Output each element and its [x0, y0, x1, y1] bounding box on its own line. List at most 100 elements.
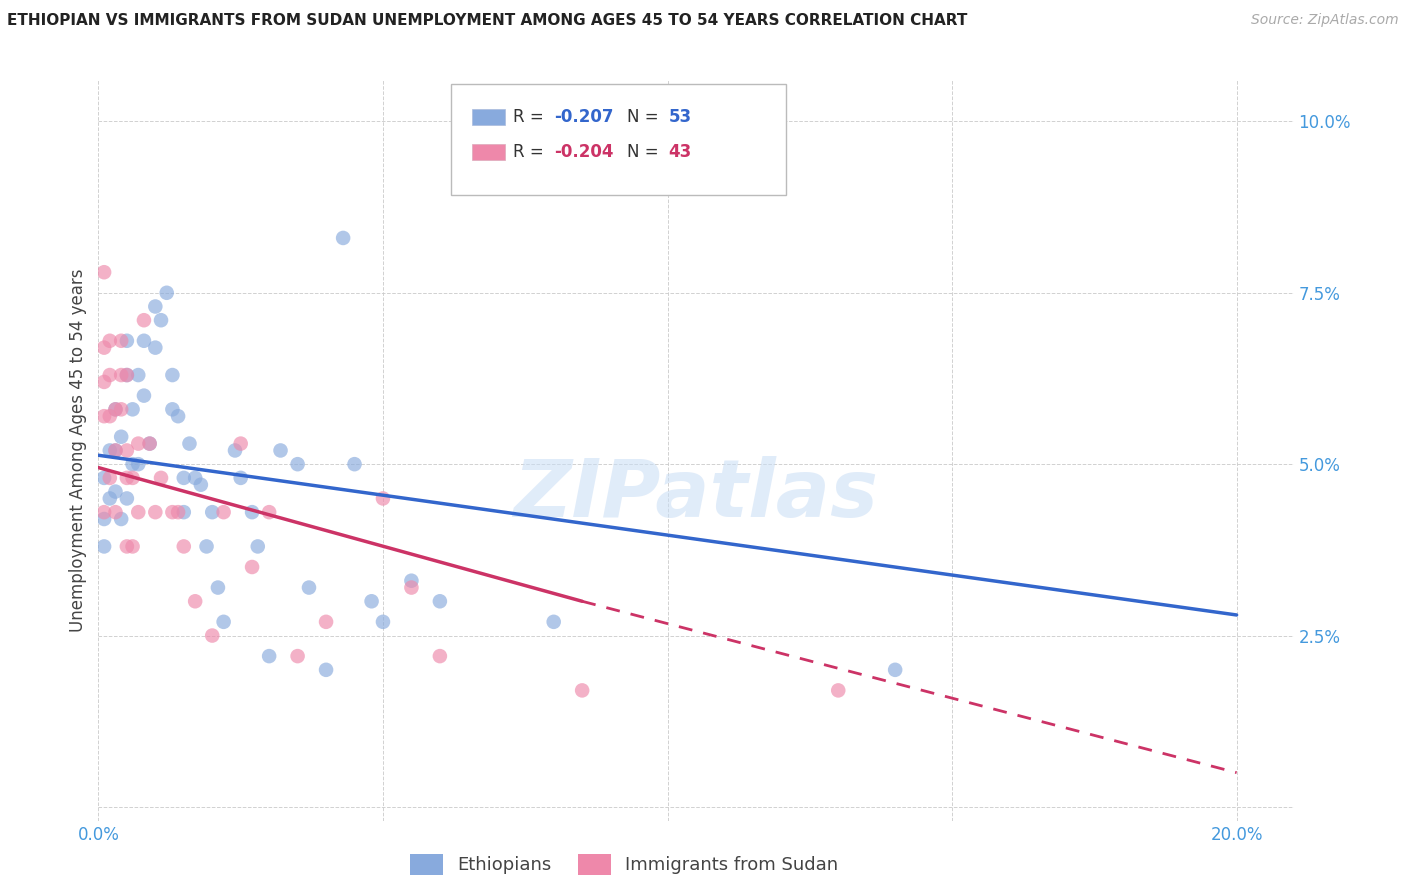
- Point: [121, 402, 143, 417]
- Point: [429, 649, 451, 664]
- Point: [138, 436, 160, 450]
- Point: [167, 505, 190, 519]
- Point: [257, 649, 280, 664]
- Text: 53: 53: [668, 108, 692, 127]
- Point: [270, 443, 292, 458]
- Point: [212, 615, 235, 629]
- Point: [156, 285, 179, 300]
- Point: [104, 402, 127, 417]
- Point: [343, 457, 366, 471]
- Point: [190, 477, 212, 491]
- Point: [93, 409, 115, 424]
- Point: [98, 334, 121, 348]
- Point: [93, 505, 115, 519]
- Point: [332, 231, 354, 245]
- Text: -0.207: -0.207: [554, 108, 613, 127]
- Point: [371, 615, 394, 629]
- Point: [315, 615, 337, 629]
- Point: [201, 505, 224, 519]
- Point: [207, 581, 229, 595]
- Point: [93, 512, 115, 526]
- Point: [143, 505, 166, 519]
- Point: [173, 540, 195, 554]
- Point: [315, 663, 337, 677]
- Point: [98, 409, 121, 424]
- Point: [93, 540, 115, 554]
- Text: -0.204: -0.204: [554, 143, 613, 161]
- Point: [287, 457, 309, 471]
- Point: [401, 581, 423, 595]
- Point: [115, 471, 138, 485]
- Point: [360, 594, 382, 608]
- Point: [162, 402, 184, 417]
- Text: N =: N =: [627, 143, 664, 161]
- Point: [127, 457, 149, 471]
- Point: [298, 581, 321, 595]
- FancyBboxPatch shape: [472, 144, 505, 161]
- Point: [93, 471, 115, 485]
- Point: [115, 334, 138, 348]
- Point: [150, 471, 173, 485]
- FancyBboxPatch shape: [451, 84, 786, 195]
- Legend: Ethiopians, Immigrants from Sudan: Ethiopians, Immigrants from Sudan: [404, 847, 845, 882]
- Point: [110, 402, 132, 417]
- Point: [150, 313, 173, 327]
- Point: [240, 560, 263, 574]
- Point: [543, 615, 565, 629]
- Point: [201, 628, 224, 642]
- Point: [257, 505, 280, 519]
- Point: [104, 402, 127, 417]
- Point: [110, 512, 132, 526]
- Text: R =: R =: [513, 143, 550, 161]
- Text: N =: N =: [627, 108, 664, 127]
- Point: [143, 300, 166, 314]
- Point: [287, 649, 309, 664]
- Text: R =: R =: [513, 108, 550, 127]
- Point: [173, 505, 195, 519]
- Point: [179, 436, 201, 450]
- Y-axis label: Unemployment Among Ages 45 to 54 years: Unemployment Among Ages 45 to 54 years: [69, 268, 87, 632]
- Point: [93, 341, 115, 355]
- Point: [104, 443, 127, 458]
- Point: [246, 540, 269, 554]
- Point: [121, 540, 143, 554]
- Point: [127, 436, 149, 450]
- Point: [115, 443, 138, 458]
- Point: [115, 368, 138, 382]
- Point: [115, 540, 138, 554]
- Text: Source: ZipAtlas.com: Source: ZipAtlas.com: [1251, 13, 1399, 28]
- Point: [93, 375, 115, 389]
- Point: [115, 368, 138, 382]
- FancyBboxPatch shape: [472, 109, 505, 126]
- Point: [240, 505, 263, 519]
- Point: [104, 505, 127, 519]
- Point: [127, 368, 149, 382]
- Point: [371, 491, 394, 506]
- Point: [167, 409, 190, 424]
- Point: [162, 368, 184, 382]
- Point: [827, 683, 849, 698]
- Point: [132, 313, 155, 327]
- Point: [110, 368, 132, 382]
- Point: [98, 368, 121, 382]
- Point: [401, 574, 423, 588]
- Point: [212, 505, 235, 519]
- Point: [571, 683, 593, 698]
- Point: [162, 505, 184, 519]
- Point: [173, 471, 195, 485]
- Point: [132, 389, 155, 403]
- Point: [127, 505, 149, 519]
- Point: [184, 471, 207, 485]
- Point: [143, 341, 166, 355]
- Point: [110, 430, 132, 444]
- Point: [93, 265, 115, 279]
- Point: [110, 334, 132, 348]
- Text: ZIPatlas: ZIPatlas: [513, 456, 879, 534]
- Point: [229, 436, 252, 450]
- Point: [138, 436, 160, 450]
- Point: [98, 491, 121, 506]
- Point: [121, 471, 143, 485]
- Text: 43: 43: [668, 143, 692, 161]
- Point: [115, 491, 138, 506]
- Point: [884, 663, 907, 677]
